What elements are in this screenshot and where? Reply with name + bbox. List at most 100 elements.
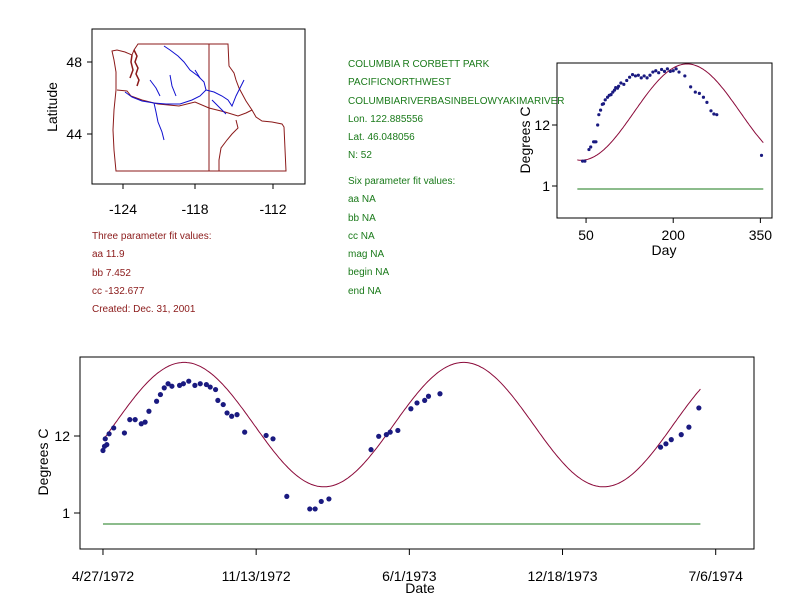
doy-data-point — [625, 78, 629, 83]
doy-data-point — [628, 75, 632, 79]
ts-data-point — [696, 405, 702, 411]
doy-data-point — [589, 145, 593, 149]
state-border-or-id — [218, 119, 239, 171]
created-date: Created: Dec. 31, 2001 — [92, 304, 196, 316]
ts-data-point — [104, 442, 110, 448]
ts-data-point — [234, 412, 240, 418]
ts-data-point — [102, 436, 108, 442]
ts-ytick-label: 12 — [54, 428, 70, 444]
ts-data-point — [387, 429, 393, 435]
ts-data-point — [111, 425, 117, 431]
ts-data-point — [153, 398, 160, 404]
ts-xtick-label: 6/1/1973 — [382, 568, 437, 584]
doy-data-point — [662, 69, 667, 73]
ts-data-point — [186, 378, 192, 384]
ts-data-point — [100, 447, 106, 454]
doy-data-point — [715, 113, 719, 117]
doy-data-point — [648, 73, 652, 77]
doy-xlabel: Day — [652, 242, 677, 258]
six-param-heading: Six parameter fit values: — [348, 176, 456, 187]
ts-data-point — [180, 381, 186, 387]
three-param-cc: cc -132.677 — [92, 285, 145, 297]
ts-data-point — [307, 506, 313, 512]
doy-data-point — [603, 98, 607, 102]
ts-data-point — [422, 397, 428, 404]
ts-data-point — [686, 424, 692, 430]
doy-data-point — [609, 93, 613, 97]
ts-xtick-label: 12/18/1973 — [527, 568, 597, 584]
doy-data-point — [683, 74, 687, 78]
doy-data-point — [636, 73, 640, 77]
ts-ytick-label: 1 — [62, 505, 70, 521]
ts-xtick-label: 4/27/1972 — [72, 568, 134, 584]
ts-data-point — [146, 408, 152, 414]
snake-river — [205, 79, 245, 108]
doy-data-point — [633, 74, 638, 78]
doy-data-point — [712, 112, 716, 116]
doy-data-point — [596, 123, 600, 127]
ts-data-point — [229, 413, 235, 419]
map-xtick-label: -118 — [182, 201, 209, 217]
doy-data-point — [622, 82, 626, 86]
doy-data-point — [709, 109, 713, 113]
map-ylabel: Latitude — [44, 82, 60, 132]
doy-data-point — [689, 85, 693, 89]
three-param-info: Three parameter fit values: aa 11.9 bb 7… — [92, 228, 212, 319]
ts-data-point — [263, 432, 269, 439]
doy-data-point — [594, 140, 598, 144]
ts-fit-curve — [102, 361, 701, 488]
ts-data-point — [312, 506, 318, 512]
doy-data-point — [657, 71, 661, 75]
six-param-cc: cc NA — [348, 230, 375, 242]
ts-data-point — [203, 381, 209, 388]
doy-data-point — [668, 69, 672, 73]
ts-data-point — [242, 429, 248, 435]
ts-data-point — [215, 397, 221, 404]
map-panel: -124 -118 -112 48 44 Latitude — [44, 28, 306, 217]
ts-xtick-label: 11/13/1972 — [222, 568, 291, 584]
ts-data-point — [192, 382, 198, 388]
three-param-heading: Three parameter fit values: — [92, 231, 212, 242]
doy-data-point — [705, 100, 709, 104]
doy-data-point — [598, 108, 603, 112]
station-info: COLUMBIA R CORBETT PARK PACIFICNORTHWEST… — [348, 56, 565, 166]
ts-data-point — [376, 433, 382, 439]
doy-data-point — [659, 67, 664, 72]
doy-fit-curve — [577, 63, 764, 161]
six-param-aa: aa NA — [348, 194, 376, 206]
doy-data-point — [671, 69, 675, 73]
doy-frame — [556, 62, 773, 219]
doy-data-point — [697, 91, 701, 95]
six-param-info: Six parameter fit values: aa NA bb NA cc… — [348, 173, 455, 301]
ts-data-point — [668, 437, 674, 443]
ts-data-point — [165, 381, 171, 387]
doy-data-point — [630, 73, 635, 77]
doy-data-point — [677, 70, 681, 74]
map-xtick-label: -124 — [109, 201, 137, 217]
puget-sound-coast — [129, 49, 140, 87]
doy-data-point — [619, 81, 623, 85]
ts-data-point — [657, 444, 664, 450]
doy-data-point — [616, 84, 621, 88]
doy-data-point — [580, 159, 585, 163]
station-name: COLUMBIA R CORBETT PARK — [348, 59, 490, 70]
six-param-begin: begin NA — [348, 267, 390, 279]
six-param-end: end NA — [348, 285, 382, 297]
doy-ylabel: Degrees C — [517, 107, 533, 174]
ts-data-point — [678, 432, 684, 438]
ts-data-point — [663, 441, 669, 447]
ts-data-point — [106, 431, 112, 437]
station-n: N: 52 — [348, 150, 372, 162]
station-basin: COLUMBIARIVERBASINBELOWYAKIMARIVER — [348, 95, 565, 107]
ts-data-point — [207, 384, 213, 390]
columbia-river — [124, 45, 207, 105]
ts-data-point — [408, 406, 414, 412]
ts-ylabel: Degrees C — [35, 429, 51, 496]
ts-data-point — [142, 419, 148, 425]
doy-data-point — [759, 153, 764, 157]
doy-data-point — [587, 147, 591, 152]
three-param-aa: aa 11.9 — [92, 249, 125, 261]
doy-data-point — [651, 70, 655, 74]
doy-ytick-label: 12 — [534, 117, 550, 133]
